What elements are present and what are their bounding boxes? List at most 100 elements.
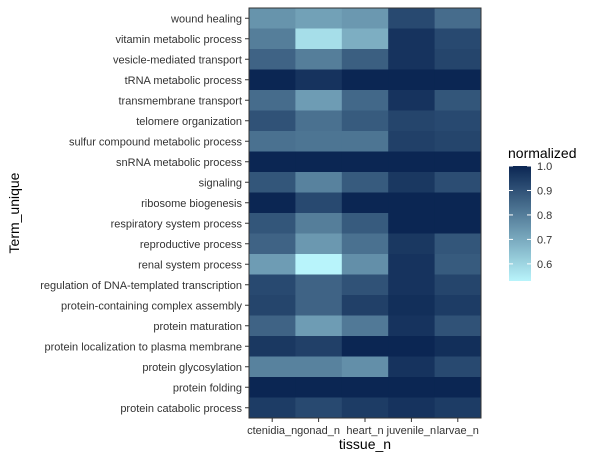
heatmap-cell bbox=[434, 233, 482, 255]
heatmap-cell bbox=[341, 49, 389, 70]
y-tick-label: protein glycosylation bbox=[142, 362, 242, 374]
heatmap-cell bbox=[434, 192, 482, 214]
x-tick-label: larvae_n bbox=[437, 425, 479, 437]
y-tick-label: protein maturation bbox=[153, 321, 242, 333]
heatmap-cell bbox=[249, 49, 296, 70]
y-tick-label: vitamin metabolic process bbox=[115, 34, 242, 46]
legend-ticks: 0.6 0.7 0.8 0.9 1.0 bbox=[509, 161, 552, 271]
heatmap-cell bbox=[341, 90, 389, 111]
heatmap-cell bbox=[295, 90, 343, 111]
heatmap-cell bbox=[295, 233, 343, 255]
heatmap-cell bbox=[434, 172, 482, 193]
heatmap-cell bbox=[341, 151, 389, 173]
heatmap-cell bbox=[341, 377, 389, 398]
heatmap-cell bbox=[249, 397, 296, 419]
heatmap-cell bbox=[388, 131, 436, 152]
heatmap-cell bbox=[434, 274, 482, 296]
heatmap-cell bbox=[341, 356, 389, 378]
heatmap-cell bbox=[249, 192, 296, 214]
heatmap-cell bbox=[434, 295, 482, 316]
heatmap-cell bbox=[388, 90, 436, 111]
x-tick-label: ctenidia_n bbox=[247, 425, 297, 437]
heatmap-cell bbox=[249, 356, 296, 378]
heatmap-cell bbox=[295, 151, 343, 173]
heatmap-cell bbox=[341, 254, 389, 275]
y-tick-label: renal system process bbox=[138, 259, 242, 271]
y-tick-label: tRNA metabolic process bbox=[125, 75, 243, 87]
heatmap-cell bbox=[249, 213, 296, 234]
heatmap-cell bbox=[388, 213, 436, 234]
heatmap-cell bbox=[388, 274, 436, 296]
heatmap-cell bbox=[388, 49, 436, 70]
heatmap-cell bbox=[249, 254, 296, 275]
heatmap-cell bbox=[434, 110, 482, 132]
heatmap-cells bbox=[249, 8, 482, 419]
y-tick-label: transmembrane transport bbox=[119, 95, 243, 107]
heatmap-cell bbox=[388, 69, 436, 91]
heatmap-cell bbox=[341, 28, 389, 50]
heatmap-cell bbox=[388, 110, 436, 132]
heatmap-cell bbox=[295, 28, 343, 50]
legend-title: normalized bbox=[508, 145, 576, 161]
legend-tick-label: 1.0 bbox=[537, 161, 552, 173]
heatmap-cell bbox=[249, 69, 296, 91]
legend-colorbar bbox=[509, 166, 531, 281]
legend-tick-label: 0.9 bbox=[537, 185, 552, 197]
x-axis: ctenidia_n gonad_n heart_n juvenile_n larvae… bbox=[247, 418, 479, 437]
heatmap-cell bbox=[341, 192, 389, 214]
y-tick-label: protein-containing complex assembly bbox=[61, 300, 242, 312]
y-tick-label: ribosome biogenesis bbox=[141, 198, 242, 210]
legend-tick-label: 0.8 bbox=[537, 210, 552, 222]
heatmap-cell bbox=[388, 151, 436, 173]
heatmap-cell bbox=[434, 8, 482, 29]
heatmap-cell bbox=[388, 254, 436, 275]
heatmap-cell bbox=[295, 69, 343, 91]
heatmap-cell bbox=[341, 131, 389, 152]
heatmap-cell bbox=[434, 28, 482, 50]
heatmap-cell bbox=[295, 254, 343, 275]
y-tick-label: protein folding bbox=[173, 382, 242, 394]
heatmap-cell bbox=[341, 172, 389, 193]
y-tick-label: wound healing bbox=[170, 13, 242, 25]
heatmap-cell bbox=[341, 110, 389, 132]
heatmap-cell bbox=[434, 90, 482, 111]
y-tick-label: protein catabolic process bbox=[120, 403, 242, 415]
heatmap-cell bbox=[434, 356, 482, 378]
heatmap-cell bbox=[388, 315, 436, 337]
heatmap-cell bbox=[434, 151, 482, 173]
heatmap-cell bbox=[341, 397, 389, 419]
y-tick-label: reproductive process bbox=[140, 239, 243, 251]
x-tick-label: juvenile_n bbox=[386, 425, 437, 437]
heatmap-cell bbox=[341, 213, 389, 234]
heatmap-cell bbox=[295, 295, 343, 316]
heatmap-cell bbox=[295, 192, 343, 214]
heatmap-cell bbox=[388, 233, 436, 255]
heatmap-cell bbox=[295, 315, 343, 337]
legend-tick-label: 0.6 bbox=[537, 259, 552, 271]
heatmap-cell bbox=[249, 274, 296, 296]
heatmap-cell bbox=[388, 192, 436, 214]
legend-tick-label: 0.7 bbox=[537, 234, 552, 246]
legend: normalized 0.6 0.7 0.8 0.9 1.0 bbox=[508, 145, 576, 281]
y-tick-label: telomere organization bbox=[136, 116, 242, 128]
heatmap-cell bbox=[295, 397, 343, 419]
y-axis-title: Term_unique bbox=[6, 172, 22, 253]
x-tick-label: gonad_n bbox=[297, 425, 340, 437]
heatmap-cell bbox=[249, 131, 296, 152]
heatmap-cell bbox=[249, 110, 296, 132]
heatmap-cell bbox=[249, 295, 296, 316]
heatmap-cell bbox=[341, 8, 389, 29]
x-tick-label: heart_n bbox=[346, 425, 383, 437]
heatmap-cell bbox=[341, 336, 389, 357]
heatmap-cell bbox=[388, 397, 436, 419]
heatmap-cell bbox=[341, 69, 389, 91]
y-tick-label: protein localization to plasma membrane bbox=[45, 341, 243, 353]
y-tick-label: sulfur compound metabolic process bbox=[69, 136, 243, 148]
heatmap-cell bbox=[434, 336, 482, 357]
heatmap-cell bbox=[249, 377, 296, 398]
heatmap-cell bbox=[249, 172, 296, 193]
heatmap-cell bbox=[295, 213, 343, 234]
heatmap-cell bbox=[388, 172, 436, 193]
heatmap-cell bbox=[295, 172, 343, 193]
